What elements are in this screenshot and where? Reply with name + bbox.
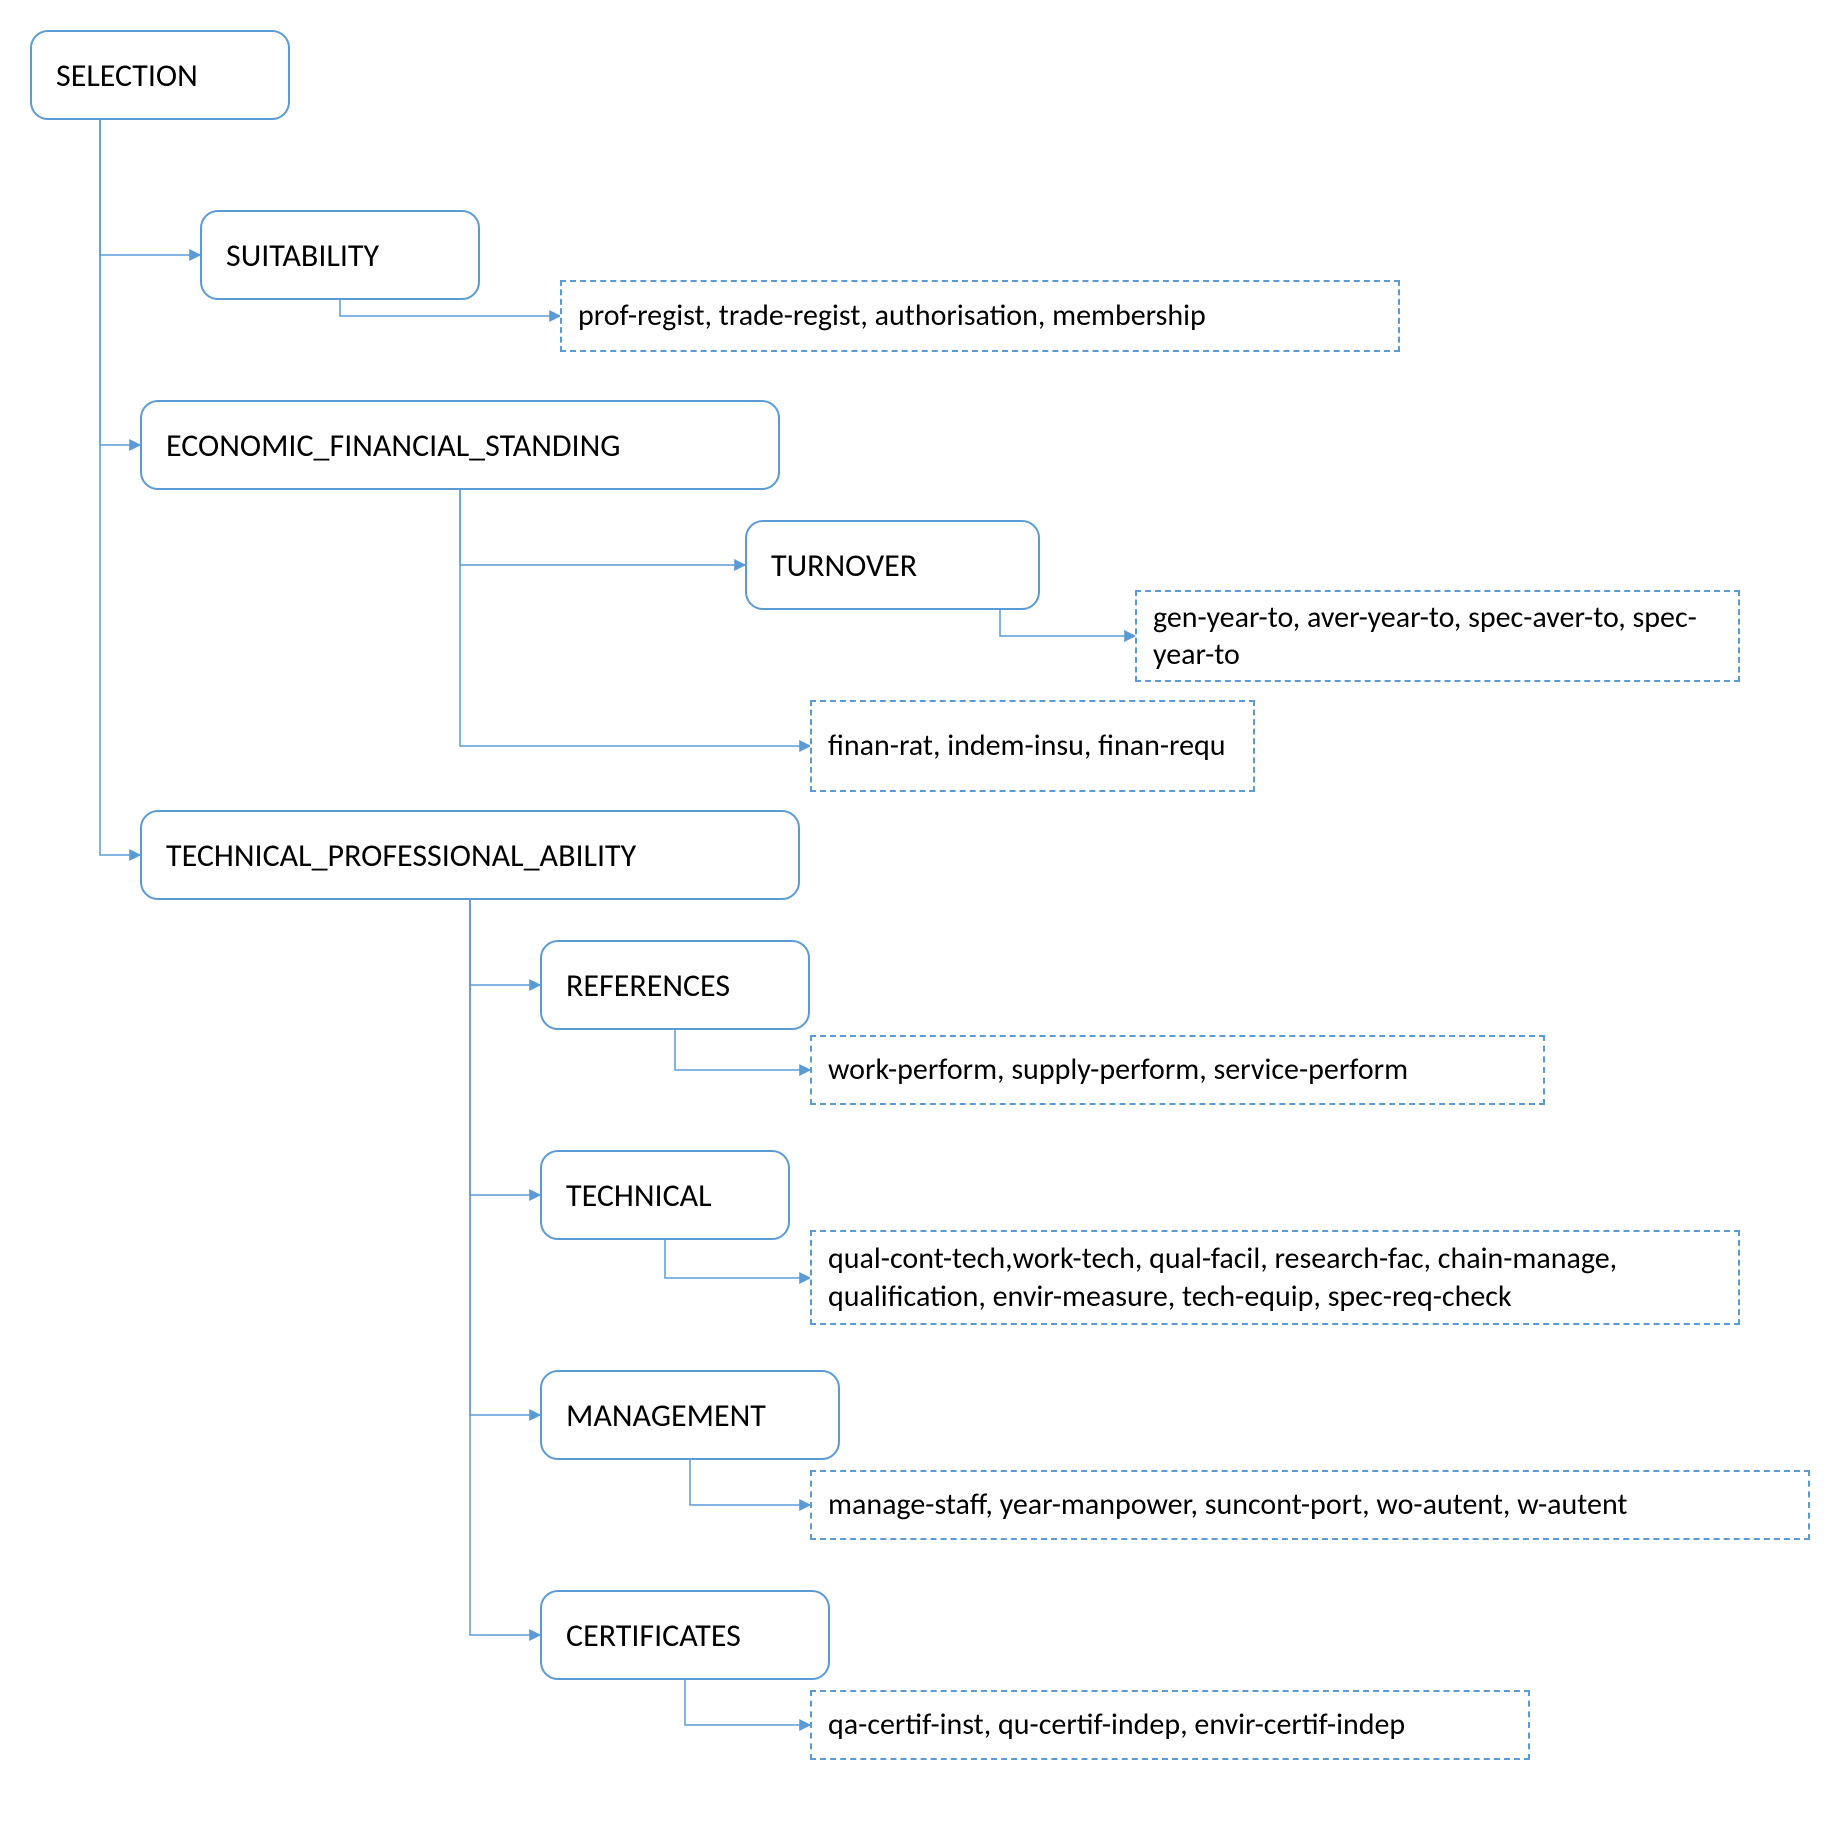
node-suitability: SUITABILITY — [200, 210, 480, 300]
connector-selection-to-econ — [100, 120, 140, 445]
connector-tech_prof-to-management — [470, 900, 540, 1415]
connector-certificates-to-certificates_leaf — [685, 1680, 810, 1725]
connector-turnover-to-turnover_leaf — [1000, 610, 1135, 636]
leaf-references_leaf: work-perform, supply-perform, service-pe… — [810, 1035, 1545, 1105]
connector-technical-to-technical_leaf — [665, 1240, 810, 1278]
leaf-turnover_leaf: gen-year-to, aver-year-to, spec-aver-to,… — [1135, 590, 1740, 682]
connector-management-to-management_leaf — [690, 1460, 810, 1505]
connector-tech_prof-to-certificates — [470, 900, 540, 1635]
node-certificates: CERTIFICATES — [540, 1590, 830, 1680]
connector-suitability-to-suitability_leaf — [340, 300, 560, 316]
node-references: REFERENCES — [540, 940, 810, 1030]
leaf-technical_leaf: qual-cont-tech,work-tech, qual-facil, re… — [810, 1230, 1740, 1325]
leaf-certificates_leaf: qa-certif-inst, qu-certif-indep, envir-c… — [810, 1690, 1530, 1760]
node-turnover: TURNOVER — [745, 520, 1040, 610]
connector-econ-to-turnover — [460, 490, 745, 565]
leaf-suitability_leaf: prof-regist, trade-regist, authorisation… — [560, 280, 1400, 352]
node-management: MANAGEMENT — [540, 1370, 840, 1460]
node-tech_prof: TECHNICAL_PROFESSIONAL_ABILITY — [140, 810, 800, 900]
node-econ: ECONOMIC_FINANCIAL_STANDING — [140, 400, 780, 490]
connector-selection-to-suitability — [100, 120, 200, 255]
leaf-econ_leaf: finan-rat, indem-insu, finan-requ — [810, 700, 1255, 792]
leaf-management_leaf: manage-staff, year-manpower, suncont-por… — [810, 1470, 1810, 1540]
connector-references-to-references_leaf — [675, 1030, 810, 1070]
connector-tech_prof-to-technical — [470, 900, 540, 1195]
connector-selection-to-tech_prof — [100, 120, 140, 855]
node-selection: SELECTION — [30, 30, 290, 120]
connector-tech_prof-to-references — [470, 900, 540, 985]
node-technical: TECHNICAL — [540, 1150, 790, 1240]
tree-diagram: SELECTION SUITABILITY ECONOMIC_FINANCIAL_S… — [0, 0, 1836, 1841]
